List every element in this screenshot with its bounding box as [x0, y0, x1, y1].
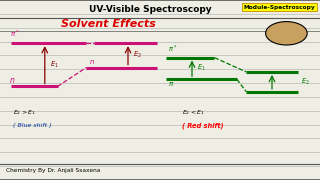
Text: n: n — [10, 76, 14, 85]
Text: $E_2 > E_1$: $E_2 > E_1$ — [13, 108, 36, 117]
Text: ( Red shift): ( Red shift) — [182, 123, 224, 129]
Text: $\pi^*$: $\pi^*$ — [10, 29, 20, 40]
Circle shape — [266, 22, 307, 45]
Text: n: n — [90, 59, 94, 65]
Text: ( Blue shift ): ( Blue shift ) — [13, 123, 52, 128]
Text: $\pi^*$: $\pi^*$ — [168, 44, 177, 55]
Text: $E_2 < E_1$: $E_2 < E_1$ — [182, 108, 205, 117]
Text: $E_2$: $E_2$ — [133, 50, 141, 60]
Text: Chemistry By Dr. Anjali Ssaxena: Chemistry By Dr. Anjali Ssaxena — [6, 168, 101, 173]
Text: Module-Spectroscopy: Module-Spectroscopy — [244, 4, 315, 10]
Text: Solvent Effects: Solvent Effects — [61, 19, 156, 29]
Text: $E_1$: $E_1$ — [50, 60, 58, 70]
Text: $\pi$: $\pi$ — [168, 80, 174, 88]
Text: $E_2$: $E_2$ — [301, 77, 309, 87]
Text: UV-Visible Spectroscopy: UV-Visible Spectroscopy — [89, 4, 212, 14]
Text: $E_1$: $E_1$ — [197, 63, 205, 73]
